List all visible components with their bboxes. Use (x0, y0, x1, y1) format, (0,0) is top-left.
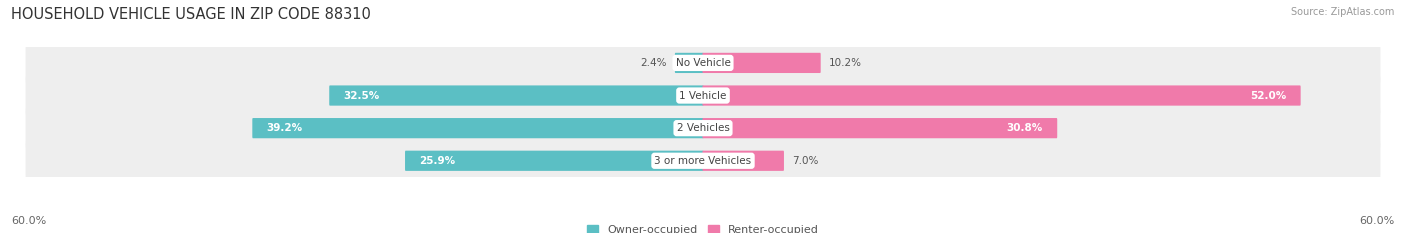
FancyBboxPatch shape (329, 86, 703, 106)
FancyBboxPatch shape (25, 99, 1381, 157)
Text: 39.2%: 39.2% (267, 123, 302, 133)
Text: Source: ZipAtlas.com: Source: ZipAtlas.com (1291, 7, 1395, 17)
Text: 25.9%: 25.9% (419, 156, 456, 166)
FancyBboxPatch shape (703, 118, 1057, 138)
FancyBboxPatch shape (405, 151, 703, 171)
Text: 60.0%: 60.0% (1360, 216, 1395, 226)
FancyBboxPatch shape (25, 132, 1381, 190)
Text: HOUSEHOLD VEHICLE USAGE IN ZIP CODE 88310: HOUSEHOLD VEHICLE USAGE IN ZIP CODE 8831… (11, 7, 371, 22)
FancyBboxPatch shape (25, 34, 1381, 92)
Text: 32.5%: 32.5% (343, 91, 380, 100)
Text: 2.4%: 2.4% (640, 58, 666, 68)
FancyBboxPatch shape (703, 86, 1301, 106)
Text: 7.0%: 7.0% (793, 156, 818, 166)
FancyBboxPatch shape (252, 118, 703, 138)
Text: 52.0%: 52.0% (1250, 91, 1286, 100)
Text: 1 Vehicle: 1 Vehicle (679, 91, 727, 100)
Legend: Owner-occupied, Renter-occupied: Owner-occupied, Renter-occupied (582, 220, 824, 233)
Text: 10.2%: 10.2% (830, 58, 862, 68)
Text: 3 or more Vehicles: 3 or more Vehicles (654, 156, 752, 166)
FancyBboxPatch shape (25, 66, 1381, 125)
Text: No Vehicle: No Vehicle (675, 58, 731, 68)
Text: 30.8%: 30.8% (1007, 123, 1043, 133)
FancyBboxPatch shape (675, 53, 703, 73)
Text: 60.0%: 60.0% (11, 216, 46, 226)
FancyBboxPatch shape (703, 151, 785, 171)
Text: 2 Vehicles: 2 Vehicles (676, 123, 730, 133)
FancyBboxPatch shape (703, 53, 821, 73)
